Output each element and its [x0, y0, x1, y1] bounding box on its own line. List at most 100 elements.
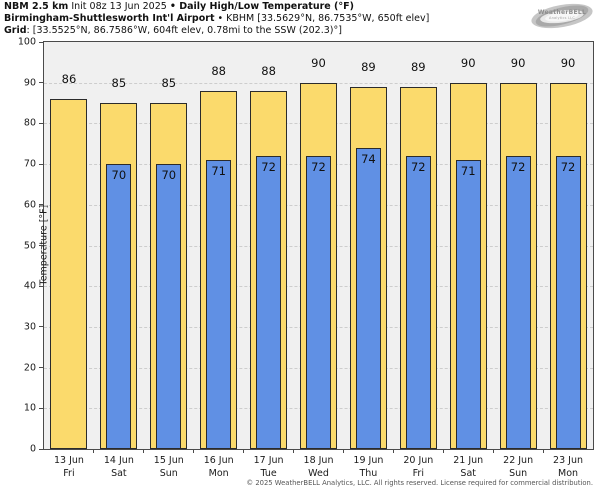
x-axis-tick — [442, 449, 444, 453]
x-axis-tick — [143, 449, 145, 453]
logo-swirl-icon — [531, 3, 593, 29]
x-tick-label-day: Fri — [412, 468, 424, 479]
plot-area: Temperature [°F] 0 10 20 30 40 50 60 70 80 90 100 8… — [18, 37, 594, 479]
x-axis-tick — [392, 449, 394, 453]
logo-text: WeatherBELL Analytics LLC — [529, 10, 595, 21]
y-tick-label: 100 — [17, 36, 36, 48]
high-value-label: 90 — [460, 55, 476, 70]
x-tick-label-date: 17 Jun — [253, 455, 284, 466]
y-tick-label: 50 — [23, 240, 36, 251]
y-axis-tick — [39, 41, 43, 43]
y-tick-label: 10 — [23, 402, 36, 414]
low-bar: 70 — [156, 164, 182, 449]
y-tick-label: 0 — [29, 443, 36, 455]
station-name: Birmingham-Shuttlesworth Int'l Airport — [4, 13, 215, 24]
low-bar: 72 — [306, 155, 331, 449]
x-tick-label-date: 16 Jun — [203, 455, 234, 466]
x-tick-label-date: 21 Jun — [453, 455, 484, 466]
model-name: NBM 2.5 km — [4, 1, 69, 12]
x-axis-tick — [542, 449, 544, 453]
low-bar: 72 — [256, 155, 282, 449]
y-axis-tick — [39, 367, 43, 369]
x-tick-label-day: Sat — [111, 468, 127, 479]
y-axis-tick — [39, 204, 43, 206]
high-value-label: 90 — [311, 55, 326, 70]
x-tick-label-day: Sun — [159, 468, 178, 479]
x-tick-label-date: 22 Jun — [503, 455, 534, 466]
low-value-label: 72 — [261, 159, 276, 174]
high-value-label: 86 — [61, 71, 77, 86]
high-value-label: 89 — [361, 59, 376, 74]
x-tick-label-day: Fri — [63, 468, 75, 479]
header-line-3: Grid: [33.5525°N, 86.7586°W, 604ft elev,… — [4, 25, 429, 37]
low-value-label: 71 — [211, 164, 226, 179]
station-coords: • KBHM [33.5629°N, 86.7535°W, 650ft elev… — [214, 13, 430, 24]
copyright-footer: © 2025 WeatherBELL Analytics, LLC. All r… — [246, 479, 593, 487]
y-axis-tick — [39, 448, 43, 450]
x-axis-tick — [342, 449, 344, 453]
low-bar: 71 — [455, 160, 481, 449]
x-tick-label-day: Thu — [359, 468, 378, 479]
high-value-label: 90 — [560, 55, 576, 70]
high-value-label: 85 — [161, 76, 177, 91]
low-value-label: 70 — [161, 168, 177, 183]
y-tick-label: 70 — [23, 158, 36, 170]
logo-subtext: Analytics LLC — [549, 16, 575, 20]
low-bar: 74 — [355, 147, 381, 449]
low-value-label: 70 — [111, 168, 127, 183]
x-tick-label-date: 19 Jun — [353, 455, 384, 466]
x-tick-label-day: Sun — [509, 468, 528, 479]
x-tick-label-date: 23 Jun — [553, 455, 584, 466]
x-axis-tick — [193, 449, 195, 453]
x-tick-label-date: 18 Jun — [303, 455, 334, 466]
x-tick-label-day: Sat — [460, 468, 477, 479]
y-tick-label: 30 — [23, 321, 36, 333]
header-line-2: Birmingham-Shuttlesworth Int'l Airport •… — [4, 13, 429, 25]
y-axis-tick — [39, 407, 43, 409]
y-axis-tick — [39, 285, 43, 287]
y-tick-label: 40 — [23, 280, 36, 292]
low-bar: 72 — [405, 155, 431, 449]
low-bar: 70 — [106, 164, 132, 449]
low-bar: 71 — [206, 160, 232, 449]
low-bar: 72 — [555, 155, 581, 449]
low-value-label: 72 — [560, 159, 576, 174]
y-tick-label: 80 — [23, 117, 36, 129]
x-axis-tick — [93, 449, 95, 453]
y-axis-tick — [39, 163, 43, 165]
header-line-1: NBM 2.5 km Init 08z 13 Jun 2025 • Daily … — [4, 1, 429, 13]
x-tick-label-day: Mon — [208, 468, 229, 479]
low-value-label: 72 — [311, 159, 326, 174]
high-value-label: 88 — [261, 63, 276, 78]
x-tick-label-date: 13 Jun — [53, 455, 84, 466]
y-axis-tick — [39, 245, 43, 246]
grid-label: Grid — [4, 25, 27, 36]
x-tick-label-date: 15 Jun — [153, 455, 184, 466]
init-time: Init 08z 13 Jun 2025 — [68, 1, 170, 12]
x-tick-label-date: 20 Jun — [403, 455, 434, 466]
weatherbell-logo: WeatherBELL Analytics LLC — [529, 1, 595, 33]
low-value-label: 71 — [460, 164, 476, 179]
low-bar: 72 — [505, 155, 531, 449]
x-tick-label-day: Tue — [260, 468, 277, 479]
grid-coords: : [33.5525°N, 86.7586°W, 604ft elev, 0.7… — [26, 25, 342, 36]
x-tick-label-day: Mon — [558, 468, 579, 479]
y-tick-label: 60 — [23, 199, 36, 211]
high-bar — [50, 98, 88, 449]
high-value-label: 90 — [510, 55, 526, 70]
x-axis-tick — [492, 449, 494, 453]
low-value-label: 74 — [361, 151, 376, 166]
high-value-label: 88 — [211, 63, 226, 78]
y-axis-tick — [39, 326, 43, 328]
low-value-label: 72 — [410, 159, 426, 174]
x-axis-tick — [243, 449, 245, 453]
x-tick-label-day: Wed — [308, 468, 329, 479]
y-axis-tick — [39, 82, 43, 84]
y-tick-label: 20 — [23, 362, 36, 374]
chart-header: NBM 2.5 km Init 08z 13 Jun 2025 • Daily … — [4, 1, 429, 37]
high-value-label: 85 — [111, 76, 127, 91]
high-value-label: 89 — [410, 59, 426, 74]
y-axis-tick — [39, 122, 43, 124]
x-tick-label-date: 14 Jun — [103, 455, 134, 466]
